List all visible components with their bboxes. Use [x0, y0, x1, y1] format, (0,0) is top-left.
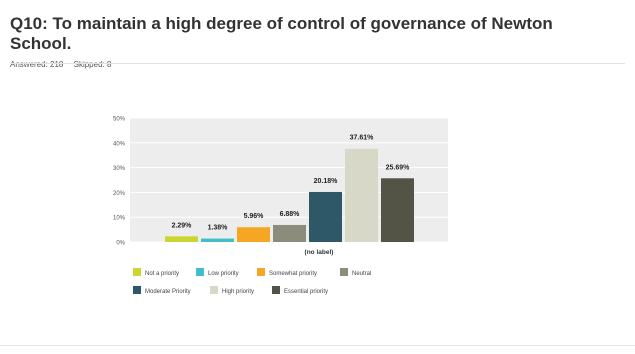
- legend-swatch: [272, 286, 280, 294]
- data-label: 6.88%: [280, 211, 301, 218]
- data-label: 1.38%: [208, 225, 229, 232]
- data-label: 2.29%: [172, 222, 193, 229]
- bar: [201, 238, 234, 242]
- legend-swatch: [196, 268, 204, 276]
- bar: [381, 178, 414, 242]
- legend-label: Neutral: [352, 271, 371, 277]
- bar: [165, 236, 198, 242]
- legend-swatch: [210, 286, 218, 294]
- y-tick-label: 10%: [113, 216, 126, 222]
- legend-label: Low priority: [208, 271, 239, 277]
- y-tick-label: 30%: [113, 166, 126, 172]
- data-label: 5.96%: [244, 213, 265, 220]
- chart-legend: Not a priority Low priority Somewhat prior…: [133, 268, 371, 295]
- legend-swatch: [340, 268, 348, 276]
- legend-swatch: [133, 286, 141, 294]
- y-tick-label: 0%: [116, 241, 125, 247]
- bar: [309, 191, 342, 242]
- legend-swatch: [257, 268, 265, 276]
- legend-swatch: [133, 268, 141, 276]
- legend-label: Moderate Priority: [145, 289, 191, 295]
- answered-count: Answered: 218: [10, 60, 64, 69]
- legend-label: High priority: [222, 289, 254, 295]
- response-stats: Answered: 218 Skipped: 8: [10, 60, 119, 69]
- y-tick-label: 40%: [113, 141, 126, 147]
- bar: [237, 227, 270, 242]
- y-tick-label: 20%: [113, 191, 126, 197]
- legend-label: Somewhat priority: [269, 271, 317, 277]
- header-divider: [10, 63, 625, 64]
- y-tick-label: 50%: [113, 117, 126, 123]
- legend-label: Essential priority: [284, 289, 328, 295]
- footer-divider: [0, 345, 635, 346]
- bar: [273, 224, 306, 242]
- skipped-count: Skipped: 8: [73, 60, 112, 69]
- data-label: 37.61%: [350, 135, 375, 142]
- x-axis-label: (no label): [305, 249, 334, 256]
- question-title: Q10: To maintain a high degree of contro…: [10, 14, 553, 53]
- bar: [345, 148, 378, 242]
- data-label: 25.69%: [386, 164, 411, 171]
- data-label: 20.18%: [314, 178, 339, 185]
- legend-label: Not a priority: [145, 271, 179, 277]
